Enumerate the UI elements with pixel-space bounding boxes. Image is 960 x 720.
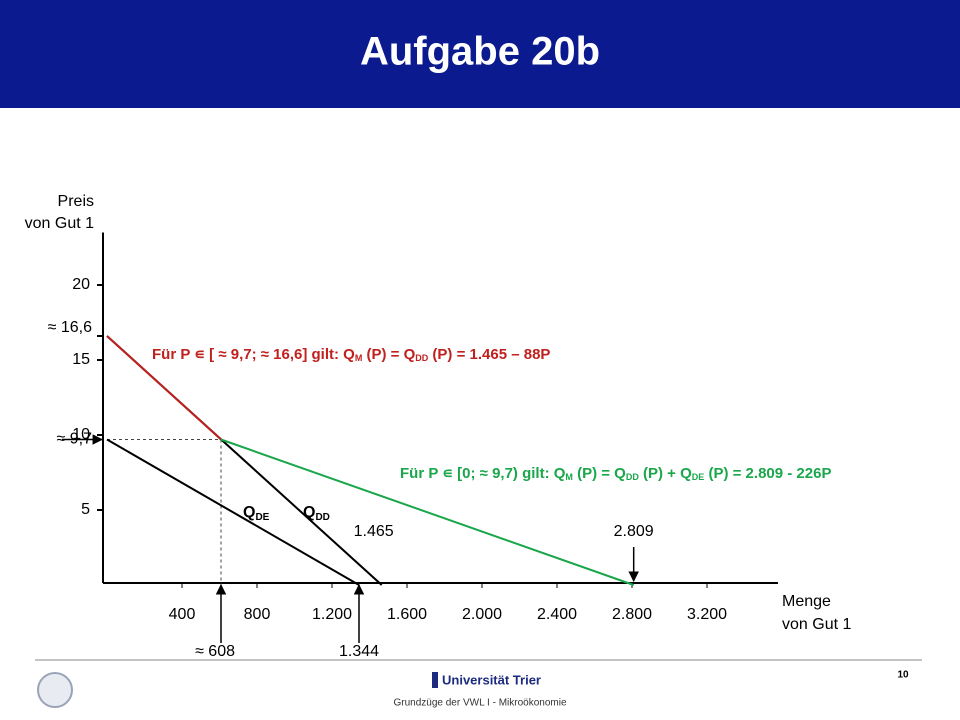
equation-part: (P) = Q <box>362 346 415 363</box>
equation-part: M <box>565 472 573 482</box>
y-tick-label: 20 <box>72 276 90 293</box>
uni-logo <box>432 672 438 688</box>
y-annotation: ≈ 16,6 <box>48 319 92 336</box>
equation-part: DE <box>692 472 705 482</box>
x-axis-label: Menge <box>782 593 831 610</box>
x-annotation: 1.344 <box>339 643 379 660</box>
x-tick-label: 400 <box>169 606 196 623</box>
x-tick-label: 800 <box>244 606 271 623</box>
equation-part: (P) = Q <box>573 465 626 482</box>
x-annotation: 1.465 <box>354 523 394 540</box>
x-annotation: 2.809 <box>614 523 654 540</box>
page-number: 10 <box>897 670 909 681</box>
y-axis-label: von Gut 1 <box>25 215 94 232</box>
series-label-part: DE <box>255 512 269 523</box>
demand-line <box>106 335 222 441</box>
y-axis-label: Preis <box>58 193 94 210</box>
x-tick-label: 2.400 <box>537 606 577 623</box>
equation-part: DD <box>626 472 639 482</box>
equation-part: (P) = 2.809 - 226P <box>704 465 831 482</box>
series-label-part: Q <box>303 504 315 521</box>
demand-line <box>220 438 635 586</box>
x-axis-label: von Gut 1 <box>782 616 851 633</box>
equation-part: Für P ∊ [0; ≈ 9,7) gilt: Q <box>400 465 566 482</box>
equation-part: M <box>355 353 363 363</box>
equation: Für P ∊ [ ≈ 9,7; ≈ 16,6] gilt: QM (P) = … <box>152 346 550 363</box>
equation-part: DD <box>415 353 428 363</box>
series-label: QDE <box>243 504 270 522</box>
university: Universität Trier <box>442 672 541 687</box>
seal-logo <box>37 672 73 708</box>
x-tick-label: 1.600 <box>387 606 427 623</box>
x-tick-label: 2.000 <box>462 606 502 623</box>
demand-line <box>106 438 360 586</box>
series-label-part: Q <box>243 504 255 521</box>
y-tick-label: 15 <box>72 351 90 368</box>
equation-part: (P) + Q <box>639 465 692 482</box>
equation-part: Für P ∊ [ ≈ 9,7; ≈ 16,6] gilt: Q <box>152 346 355 363</box>
equation: Für P ∊ [0; ≈ 9,7) gilt: QM (P) = QDD (P… <box>400 465 831 482</box>
series-label-part: DD <box>315 512 329 523</box>
y-tick-label: 5 <box>81 501 90 518</box>
series-label: QDD <box>303 504 330 522</box>
x-annotation: ≈ 608 <box>195 643 235 660</box>
header-band <box>0 0 960 108</box>
x-tick-label: 3.200 <box>687 606 727 623</box>
course: Grundzüge der VWL I - Mikroökonomie <box>393 698 566 709</box>
x-tick-label: 1.200 <box>312 606 352 623</box>
slide-title: Aufgabe 20b <box>360 30 600 74</box>
equation-part: (P) = 1.465 – 88P <box>428 346 550 363</box>
x-tick-label: 2.800 <box>612 606 652 623</box>
